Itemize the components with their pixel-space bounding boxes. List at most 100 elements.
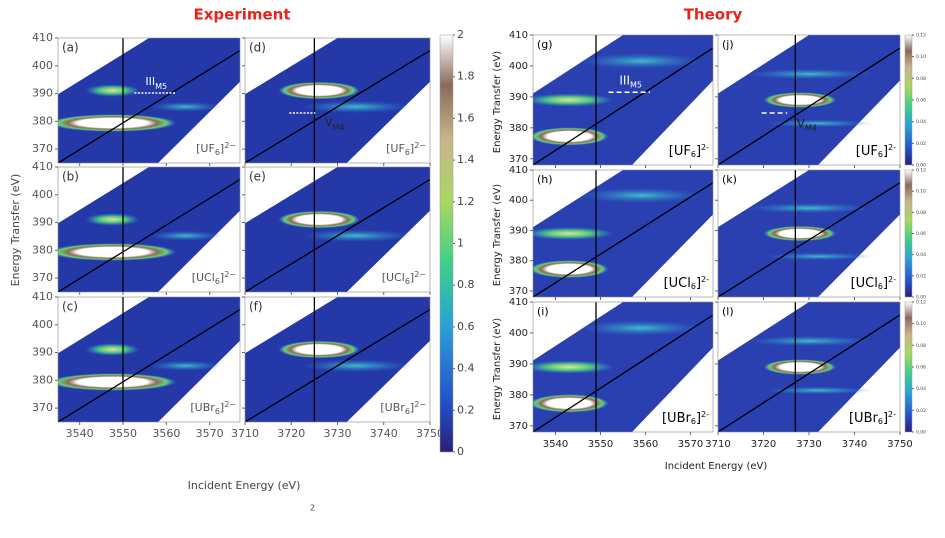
panel-label: (e) xyxy=(249,170,266,184)
compound-part: 6 xyxy=(405,277,410,286)
heatmap xyxy=(718,35,900,165)
compound-part: 2- xyxy=(701,143,709,152)
compound-part: ] xyxy=(220,271,224,284)
panel-label: (a) xyxy=(62,41,79,55)
compound-part: ] xyxy=(410,142,414,155)
compound-part: 6 xyxy=(215,148,220,157)
colorbar-tick-label: 0.02 xyxy=(916,408,926,414)
compound-part: [UF xyxy=(386,142,405,155)
compound-part: 2− xyxy=(224,270,236,279)
compound-part: 2− xyxy=(414,400,426,409)
annotation-main: V xyxy=(797,116,806,130)
colorbar-tick-label: 2 xyxy=(457,28,464,41)
colorbar-tick-label: 0.02 xyxy=(916,141,926,147)
compound-part: ] xyxy=(696,144,701,159)
x-tick-label: 3540 xyxy=(543,439,568,450)
feature xyxy=(533,127,609,146)
annotation-main: III xyxy=(145,75,155,88)
y-tick-label: 400 xyxy=(509,328,528,339)
x-tick-label: 3740 xyxy=(370,427,398,440)
x-tick-label: 3740 xyxy=(842,439,867,450)
colorbar-tick-label: 0.08 xyxy=(916,76,926,82)
panel-frame xyxy=(57,166,241,293)
x-tick-label: 3570 xyxy=(678,439,703,450)
colorbar xyxy=(904,169,913,298)
compound-part: 6 xyxy=(215,407,220,416)
diagonal xyxy=(718,182,900,297)
y-tick-label: 410 xyxy=(509,30,528,41)
diagonal xyxy=(533,182,713,297)
compound-part: [UCl xyxy=(382,271,405,284)
compound-label: [UF6]2− xyxy=(196,141,236,157)
colorbar-tick-label: 1.6 xyxy=(457,111,475,124)
feature xyxy=(149,101,222,112)
colorbar-tick-label: 0.6 xyxy=(457,320,475,333)
feature xyxy=(149,230,222,241)
feature xyxy=(763,225,837,242)
panel-frame xyxy=(57,296,241,423)
panel-label: (d) xyxy=(249,41,266,55)
diagonal xyxy=(58,178,240,292)
feature xyxy=(533,93,614,107)
feature xyxy=(578,187,704,204)
y-tick-label: 400 xyxy=(509,195,528,206)
x-tick-label: 3710 xyxy=(705,439,730,450)
y-tick-label: 390 xyxy=(509,92,528,103)
compound-part: ] xyxy=(696,276,701,291)
heatmap-region xyxy=(58,167,240,292)
y-tick-label: 370 xyxy=(509,154,528,165)
compound-part: 6 xyxy=(878,417,883,426)
compound-part: 6 xyxy=(405,407,410,416)
colorbar-tick-label: 0.12 xyxy=(916,300,926,306)
compound-part: 2− xyxy=(224,141,236,150)
compound-label: [UBr6]2− xyxy=(380,400,426,416)
compound-part: [UCl xyxy=(664,276,691,291)
y-tick-label: 380 xyxy=(32,373,53,386)
colorbar-tick-label: 1 xyxy=(457,237,464,250)
compound-part: ] xyxy=(883,276,888,291)
compound-label: [UCl6]2− xyxy=(382,270,426,286)
heatmap xyxy=(58,167,240,292)
feature xyxy=(300,229,412,242)
y-axis-label: Energy Transfer (eV) xyxy=(9,174,22,287)
y-tick-label: 370 xyxy=(32,271,53,284)
y-axis-label: Energy Transfer (eV) xyxy=(492,318,503,420)
feature xyxy=(300,359,412,372)
feature xyxy=(578,53,704,69)
colorbar-tick-label: 0.10 xyxy=(916,189,926,195)
heatmap xyxy=(58,297,240,422)
annotation-sub: M5 xyxy=(630,80,642,89)
compound-part: [UCl xyxy=(192,271,215,284)
compound-part: 2- xyxy=(888,143,896,152)
x-tick-label: 3550 xyxy=(588,439,613,450)
feature xyxy=(300,100,412,113)
y-tick-label: 400 xyxy=(509,61,528,72)
y-tick-label: 410 xyxy=(509,297,528,308)
feature xyxy=(745,68,873,80)
heatmap xyxy=(533,302,713,432)
feature xyxy=(278,81,360,100)
diagonal xyxy=(245,49,430,163)
compound-part: ] xyxy=(220,401,224,414)
panel-label: (i) xyxy=(537,305,549,318)
feature xyxy=(763,119,873,128)
compound-label: [UCl6]2- xyxy=(851,275,897,291)
colorbar-tick-label: 0.06 xyxy=(916,98,926,104)
compound-part: 6 xyxy=(405,148,410,157)
x-tick-label: 3570 xyxy=(196,427,224,440)
colorbar-tick-label: 0.06 xyxy=(916,231,926,237)
x-tick-label: 3720 xyxy=(751,439,776,450)
colorbar-tick-label: 0.12 xyxy=(916,168,926,174)
annotation: VM4 xyxy=(325,116,345,132)
feature xyxy=(85,213,140,226)
compound-part: [UF xyxy=(196,142,215,155)
heatmap-region xyxy=(245,297,430,422)
x-tick-label: 3730 xyxy=(324,427,352,440)
y-tick-label: 400 xyxy=(32,318,53,331)
colorbar-tick-label: 0.04 xyxy=(916,252,926,258)
heatmap xyxy=(58,38,240,163)
footnote-mark: 2 xyxy=(310,504,315,513)
x-axis-label: Incident Energy (eV) xyxy=(188,479,301,492)
